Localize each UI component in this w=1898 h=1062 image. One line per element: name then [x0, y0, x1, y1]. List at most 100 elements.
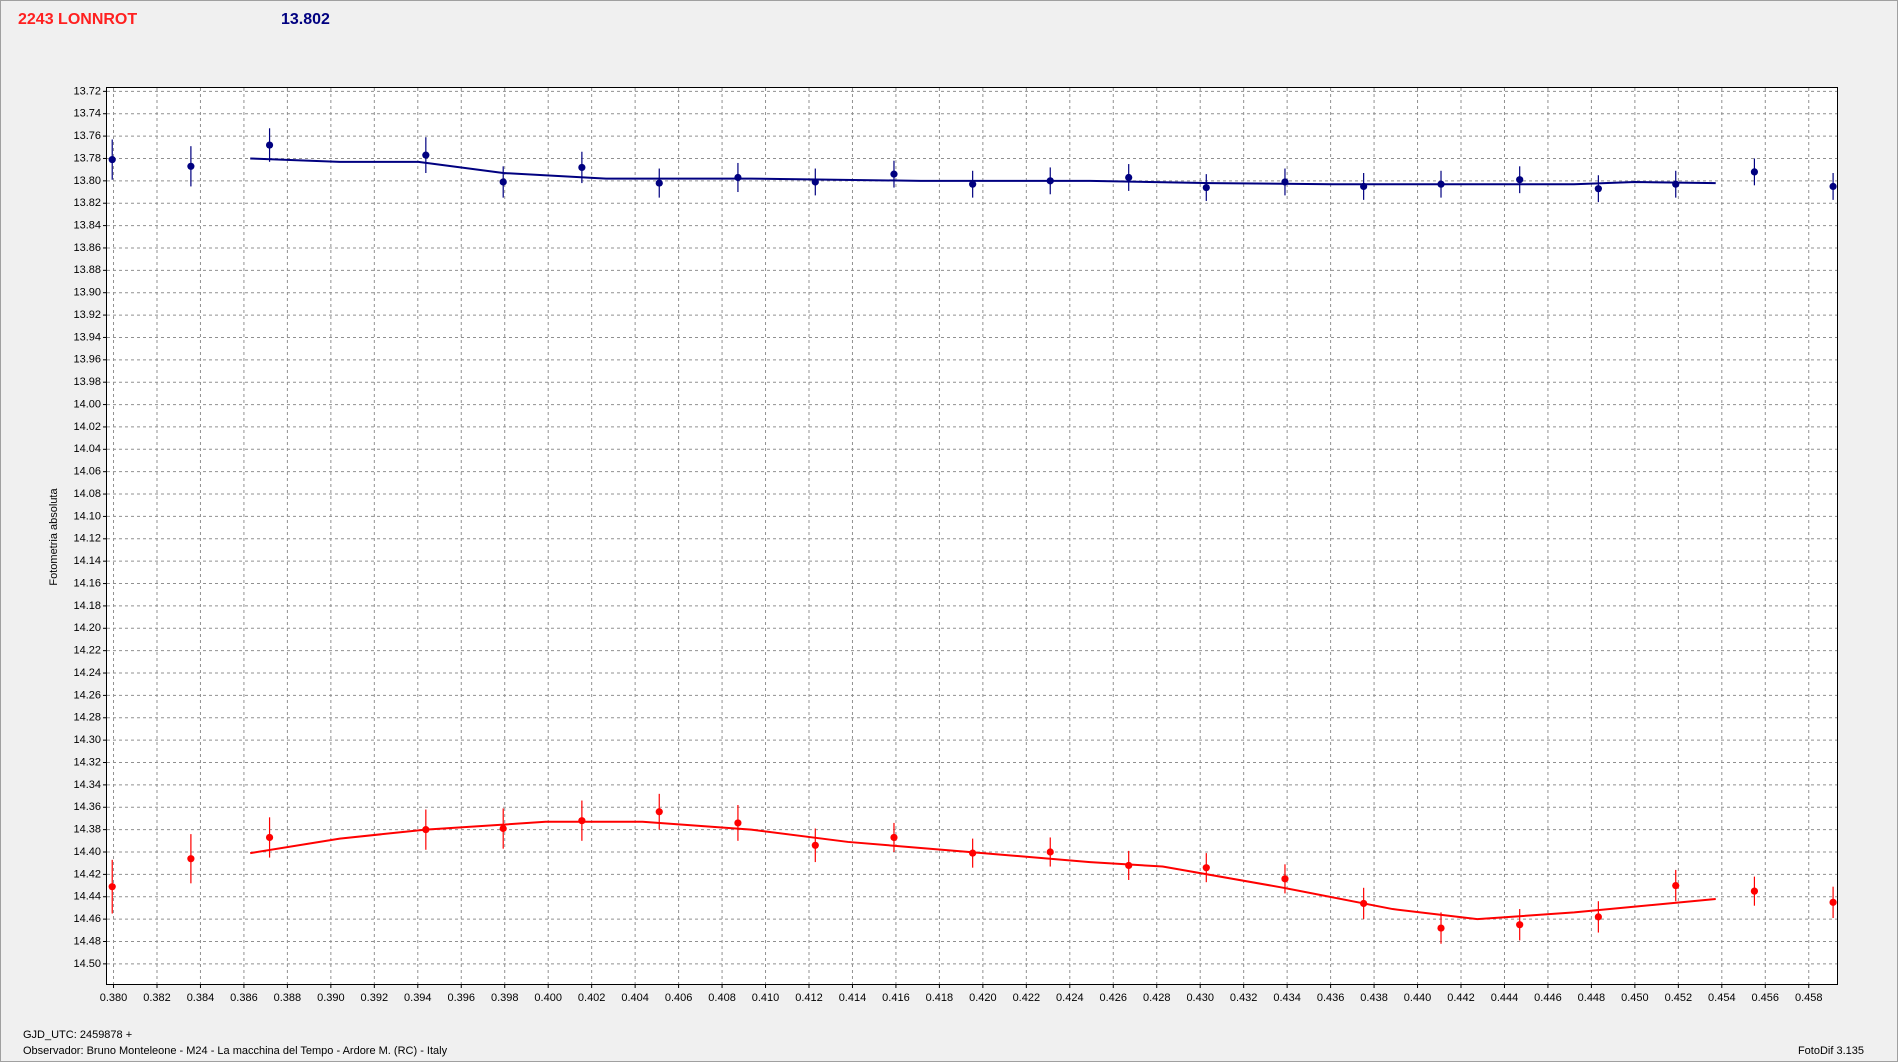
data-point: [1750, 887, 1759, 895]
data-point: [1046, 177, 1054, 185]
data-point: [422, 826, 430, 834]
data-point: [265, 833, 274, 842]
y-tick-label: 14.14: [73, 555, 101, 567]
data-point: [811, 178, 819, 186]
x-tick-label: 0.398: [491, 992, 519, 1004]
x-tick-label: 0.452: [1665, 992, 1693, 1004]
y-tick-label: 13.80: [73, 175, 101, 187]
x-tick-label: 0.432: [1230, 992, 1258, 1004]
data-point: [969, 849, 977, 857]
x-tick-label: 0.382: [143, 992, 171, 1004]
y-tick-label: 14.30: [73, 734, 101, 746]
y-tick-label: 13.74: [73, 108, 101, 120]
data-point: [265, 141, 274, 149]
y-tick-label: 14.18: [73, 600, 101, 612]
data-point: [1594, 913, 1602, 921]
y-tick-label: 14.00: [73, 398, 101, 410]
x-tick-label: 0.428: [1143, 992, 1171, 1004]
y-tick-label: 13.78: [73, 152, 101, 164]
x-tick-label: 0.420: [969, 992, 997, 1004]
x-axis-label: GJD_UTC: 2459878 +: [23, 1029, 132, 1041]
y-tick-label: 14.04: [73, 443, 101, 455]
observer: Observador: Bruno Monteleone - M24 - La …: [23, 1045, 448, 1057]
y-tick-label: 14.10: [73, 510, 101, 522]
data-point: [811, 841, 819, 849]
x-tick-label: 0.426: [1100, 992, 1128, 1004]
y-tick-label: 13.84: [73, 219, 101, 231]
x-tick-label: 0.404: [621, 992, 649, 1004]
y-tick-label: 14.32: [73, 756, 101, 768]
data-point: [578, 163, 586, 172]
x-tick-label: 0.416: [882, 992, 910, 1004]
y-tick-label: 14.08: [73, 488, 101, 500]
y-tick-label: 14.24: [73, 667, 101, 679]
y-tick-label: 13.88: [73, 264, 101, 276]
x-tick-label: 0.396: [447, 992, 475, 1004]
x-tick-label: 0.424: [1056, 992, 1084, 1004]
x-tick-label: 0.384: [187, 992, 215, 1004]
x-tick-label: 0.422: [1013, 992, 1041, 1004]
data-point: [1202, 183, 1210, 192]
y-tick-label: 14.46: [73, 913, 101, 925]
data-point: [1202, 864, 1210, 872]
x-tick-label: 0.444: [1491, 992, 1519, 1004]
y-tick-label: 13.76: [73, 130, 101, 142]
data-point: [499, 824, 507, 833]
x-tick-label: 0.442: [1447, 992, 1475, 1004]
data-point: [1046, 848, 1054, 856]
x-tick-label: 0.430: [1186, 992, 1214, 1004]
y-tick-label: 14.06: [73, 466, 101, 478]
y-tick-label: 14.40: [73, 846, 101, 858]
software: FotoDif 3.135: [1798, 1045, 1864, 1057]
x-tick-label: 0.448: [1578, 992, 1606, 1004]
fit-line: [250, 820, 1716, 921]
data-point: [1516, 921, 1524, 929]
y-tick-label: 13.86: [73, 242, 101, 254]
y-tick-label: 14.42: [73, 868, 101, 880]
data-point: [1829, 898, 1837, 906]
data-point: [187, 162, 195, 170]
y-tick-label: 13.90: [73, 287, 101, 299]
y-tick-label: 14.44: [73, 891, 101, 903]
x-tick-label: 0.454: [1708, 992, 1736, 1004]
data-point: [1437, 180, 1445, 188]
x-tick-label: 0.388: [274, 992, 302, 1004]
data-point: [1360, 182, 1368, 191]
data-point: [1281, 875, 1289, 883]
data-point: [108, 155, 116, 164]
y-tick-label: 13.72: [73, 85, 101, 97]
data-point: [655, 179, 663, 187]
y-tick-label: 14.02: [73, 421, 101, 433]
x-tick-label: 0.414: [839, 992, 867, 1004]
y-tick-label: 13.82: [73, 197, 101, 209]
x-tick-label: 0.400: [534, 992, 562, 1004]
y-tick-label: 14.28: [73, 712, 101, 724]
data-point: [1750, 168, 1759, 176]
y-tick-label: 14.22: [73, 645, 101, 657]
data-point: [187, 855, 195, 863]
x-tick-label: 0.392: [361, 992, 389, 1004]
data-point: [422, 151, 430, 159]
x-tick-label: 0.440: [1404, 992, 1432, 1004]
fit-line: [250, 157, 1716, 186]
x-tick-label: 0.402: [578, 992, 606, 1004]
data-point: [1672, 180, 1680, 188]
y-tick-label: 14.12: [73, 533, 101, 545]
y-axis-label: Fotometria absoluta: [48, 488, 60, 586]
plot-area: [106, 87, 1838, 985]
y-tick-label: 14.20: [73, 622, 101, 634]
chart-title: 2243 LONNROT: [18, 11, 137, 28]
data-point: [1594, 185, 1602, 193]
x-tick-label: 0.456: [1752, 992, 1780, 1004]
x-tick-label: 0.394: [404, 992, 432, 1004]
data-point: [655, 808, 663, 816]
y-tick-label: 14.36: [73, 801, 101, 813]
x-tick-label: 0.436: [1317, 992, 1345, 1004]
data-point: [969, 180, 977, 188]
x-tick-label: 0.406: [665, 992, 693, 1004]
data-point: [1125, 173, 1133, 182]
data-point: [1516, 176, 1524, 184]
data-point: [890, 833, 898, 842]
y-tick-label: 13.98: [73, 376, 101, 388]
